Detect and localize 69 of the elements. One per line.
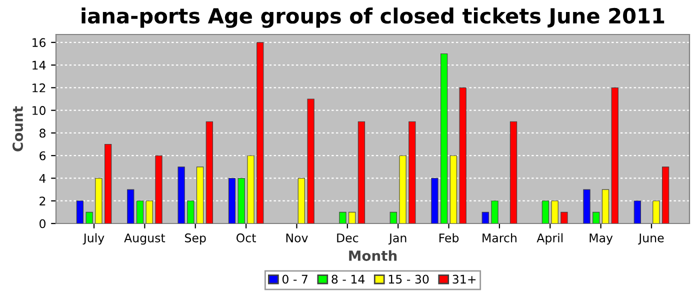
bar xyxy=(634,200,641,224)
bar xyxy=(238,178,245,224)
y-tick-label: 14 xyxy=(32,60,46,70)
bar xyxy=(95,178,102,224)
bar xyxy=(127,189,134,224)
bar xyxy=(178,166,185,224)
x-axis-title: Month xyxy=(349,250,397,261)
bar xyxy=(450,155,458,224)
bar xyxy=(86,212,93,224)
bar xyxy=(187,200,194,224)
bar xyxy=(348,212,356,224)
x-tick-label: Dec xyxy=(337,234,358,242)
bar xyxy=(431,178,438,224)
bar xyxy=(358,121,366,224)
bar xyxy=(399,155,406,224)
legend-label: 8 - 14 xyxy=(332,274,365,284)
x-tick-label: August xyxy=(124,234,166,245)
x-tick-label: May xyxy=(590,234,613,245)
bar xyxy=(136,200,144,224)
legend-label: 31+ xyxy=(452,274,476,284)
bar xyxy=(459,87,466,224)
x-tick-label: April xyxy=(536,233,563,245)
x-tick-label: June xyxy=(638,234,664,245)
bar xyxy=(76,200,84,224)
bar xyxy=(228,178,236,224)
y-tick-label: 10 xyxy=(32,106,46,115)
bar xyxy=(390,212,397,224)
y-tick-label: 16 xyxy=(32,38,46,48)
x-tick-label: Jan xyxy=(388,234,406,245)
legend-label: 15 - 30 xyxy=(388,274,429,284)
bar xyxy=(592,212,600,224)
x-tick-label: Nov xyxy=(286,234,308,242)
bar xyxy=(256,42,264,224)
bar xyxy=(298,178,305,224)
bar xyxy=(602,189,610,224)
x-tick-label: March xyxy=(482,233,516,242)
x-tick-label: July xyxy=(82,233,104,245)
bar xyxy=(146,200,153,224)
bar xyxy=(551,200,558,224)
legend-label: 0 - 7 xyxy=(282,274,308,284)
bar xyxy=(196,166,204,224)
y-tick-label: 0 xyxy=(40,219,46,228)
y-tick-label: 4 xyxy=(39,174,46,183)
bar xyxy=(611,87,618,224)
bar xyxy=(339,212,346,224)
x-tick-label: Feb xyxy=(439,233,459,242)
bar xyxy=(542,200,550,224)
bar xyxy=(491,200,498,224)
y-axis-title: Count xyxy=(12,106,24,152)
bar xyxy=(408,121,416,224)
x-tick-label: Sep xyxy=(185,233,206,245)
chart-title: iana-ports Age groups of closed tickets June 2011 xyxy=(82,8,664,28)
y-tick-label: 8 xyxy=(40,128,46,138)
y-tick-label: 2 xyxy=(40,196,46,206)
bar xyxy=(104,144,112,224)
bar xyxy=(155,155,162,224)
bar xyxy=(206,121,214,224)
bar xyxy=(247,155,254,224)
bar xyxy=(510,121,518,224)
bar xyxy=(560,212,568,224)
bar xyxy=(652,200,660,224)
bar xyxy=(482,212,489,224)
x-tick-label: Oct xyxy=(236,233,256,242)
y-tick-label: 12 xyxy=(32,83,46,92)
bar xyxy=(583,189,590,224)
y-tick-label: 6 xyxy=(40,151,46,160)
bar xyxy=(440,53,448,224)
bar xyxy=(662,166,670,224)
bar xyxy=(307,98,314,224)
